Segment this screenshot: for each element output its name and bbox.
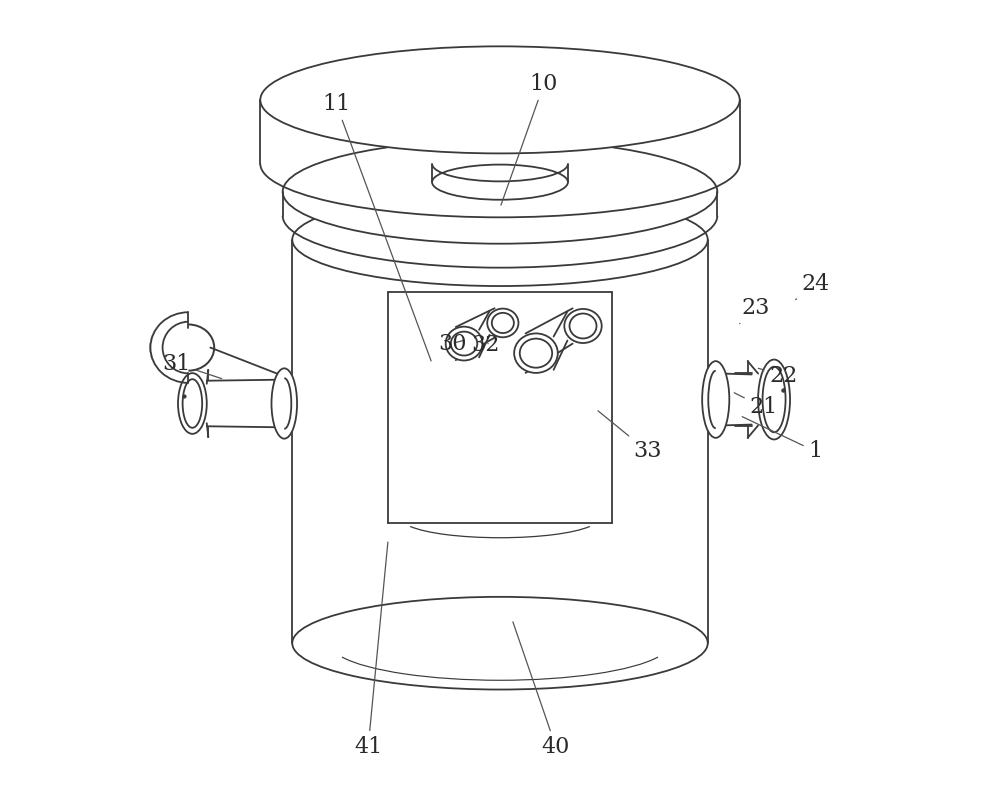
Text: 41: 41	[354, 542, 388, 758]
Text: 32: 32	[471, 334, 500, 356]
Text: 21: 21	[734, 393, 778, 419]
Text: 31: 31	[162, 352, 222, 379]
Text: 30: 30	[438, 332, 466, 355]
Ellipse shape	[292, 597, 708, 690]
Wedge shape	[150, 309, 188, 385]
Text: 1: 1	[742, 416, 823, 463]
Text: 10: 10	[501, 73, 558, 205]
Ellipse shape	[758, 360, 790, 439]
Ellipse shape	[283, 140, 717, 244]
Ellipse shape	[432, 165, 568, 200]
Ellipse shape	[178, 373, 207, 434]
Ellipse shape	[292, 193, 708, 286]
Ellipse shape	[487, 308, 518, 337]
Text: 33: 33	[598, 411, 662, 463]
Text: 40: 40	[513, 622, 570, 758]
Ellipse shape	[446, 327, 482, 360]
Text: 11: 11	[322, 93, 431, 361]
Ellipse shape	[564, 309, 602, 343]
Ellipse shape	[271, 368, 297, 439]
Ellipse shape	[514, 333, 558, 373]
Text: 24: 24	[796, 272, 830, 300]
Ellipse shape	[702, 361, 729, 438]
Ellipse shape	[260, 46, 740, 153]
Text: 23: 23	[740, 296, 770, 324]
Text: 22: 22	[758, 364, 798, 387]
